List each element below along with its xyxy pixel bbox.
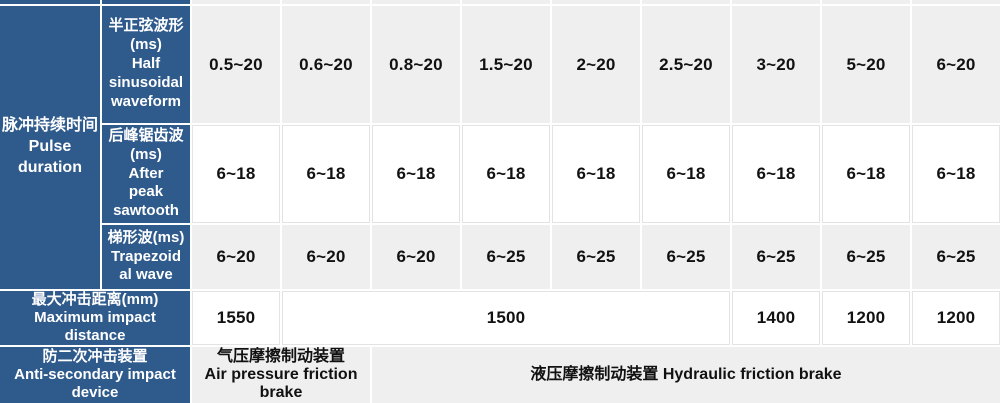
pulse-range-cell: 6~20 — [282, 225, 370, 289]
pulse-range-cell: 0.5~20 — [192, 6, 280, 123]
header-after-peak-sawtooth: 后峰锯齿波 (ms) After peak sawtooth — [102, 125, 190, 223]
pulse-range-cell: 0.8~20 — [372, 6, 460, 123]
hydraulic-brake-cell: 液压摩擦制动装置 Hydraulic friction brake — [372, 347, 1000, 403]
pulse-range-cell: 6~18 — [642, 125, 730, 223]
pulse-range-cell: 6~25 — [462, 225, 550, 289]
pulse-range-cell: 6~25 — [822, 225, 910, 289]
pulse-range-cell: 3~20 — [732, 6, 820, 123]
clipped-top-cell — [912, 0, 1000, 4]
anti-secondary-device-header-cell: 防二次冲击装置 Anti-secondary impact device — [0, 347, 190, 403]
pulse-range-cell: 6~25 — [642, 225, 730, 289]
pulse-range-cell: 6~25 — [552, 225, 640, 289]
pulse-range-cell: 6~20 — [192, 225, 280, 289]
clipped-top-cell — [192, 0, 280, 4]
pulse-range-cell: 2~20 — [552, 6, 640, 123]
pulse-range-cell: 6~18 — [912, 125, 1000, 223]
pulse-range-cell: 6~18 — [552, 125, 640, 223]
clipped-top-cell — [0, 0, 100, 4]
header-half-sinusoidal-waveform: 半正弦波形 (ms) Half sinusoidal waveform — [102, 6, 190, 123]
max-impact-distance-header-cell: 最大冲击距离(mm) Maximum impact distance — [0, 291, 190, 345]
impact-distance-cell: 1500 — [282, 291, 730, 345]
impact-distance-cell: 1400 — [732, 291, 820, 345]
pulse-range-cell: 6~18 — [462, 125, 550, 223]
clipped-top-cell — [372, 0, 460, 4]
pulse-range-cell: 6~18 — [372, 125, 460, 223]
clipped-top-cell — [642, 0, 730, 4]
pulse-range-cell: 6~18 — [282, 125, 370, 223]
header-trapezoidal-wave: 梯形波(ms) Trapezoid al wave — [102, 225, 190, 289]
pulse-range-cell: 6~25 — [732, 225, 820, 289]
clipped-top-cell — [462, 0, 550, 4]
clipped-top-cell — [552, 0, 640, 4]
clipped-top-cell — [732, 0, 820, 4]
pulse-range-cell: 1.5~20 — [462, 6, 550, 123]
impact-distance-cell: 1200 — [912, 291, 1000, 345]
impact-distance-cell: 1200 — [822, 291, 910, 345]
pulse-range-cell: 2.5~20 — [642, 6, 730, 123]
pulse-range-cell: 6~18 — [192, 125, 280, 223]
clipped-top-cell — [102, 0, 190, 4]
pulse-range-cell: 5~20 — [822, 6, 910, 123]
impact-distance-cell: 1550 — [192, 291, 280, 345]
clipped-top-cell — [282, 0, 370, 4]
clipped-top-cell — [822, 0, 910, 4]
pulse-range-cell: 6~18 — [732, 125, 820, 223]
air-pressure-brake-cell: 气压摩擦制动装置 Air pressure friction brake — [192, 347, 370, 403]
pulse-duration-header-cell: 脉冲持续时间 Pulse duration — [0, 6, 100, 289]
pulse-range-cell: 6~18 — [822, 125, 910, 223]
pulse-range-cell: 6~20 — [372, 225, 460, 289]
pulse-range-cell: 6~20 — [912, 6, 1000, 123]
pulse-range-cell: 6~25 — [912, 225, 1000, 289]
pulse-range-cell: 0.6~20 — [282, 6, 370, 123]
